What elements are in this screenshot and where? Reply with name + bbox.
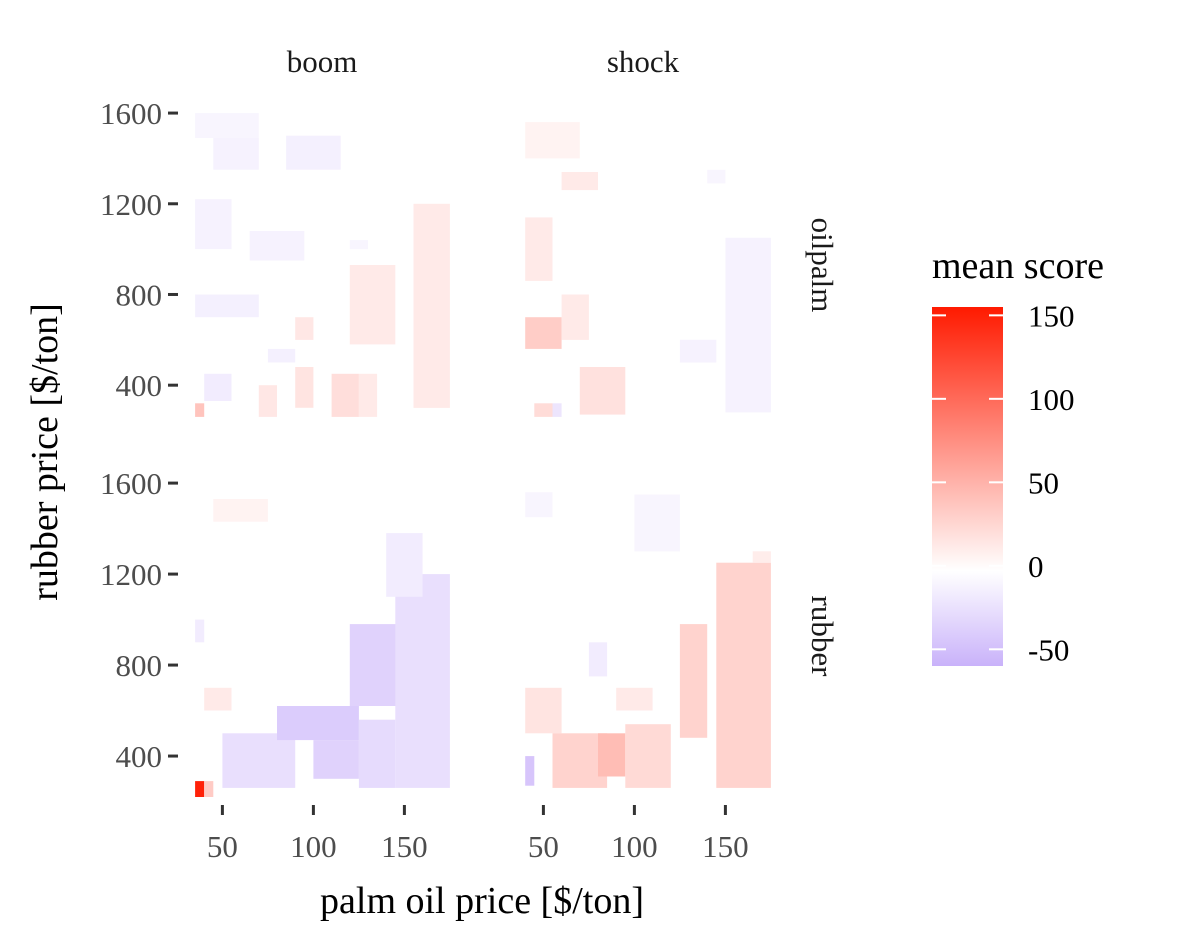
heatmap-cell	[195, 403, 205, 417]
y-tick-label: 1200	[100, 187, 162, 222]
heatmap-cell	[277, 706, 359, 741]
heatmap-cell	[204, 687, 232, 711]
heatmap-cell	[561, 294, 589, 340]
heatmap-cell	[358, 719, 396, 788]
heatmap-cell	[331, 373, 359, 417]
heatmap-cell	[752, 551, 771, 563]
y-tick-label: 400	[116, 368, 163, 403]
heatmap-cell	[525, 317, 562, 349]
heatmap-cell	[249, 231, 305, 261]
strip-label-shock: shock	[607, 44, 680, 79]
heatmap-cell	[707, 169, 726, 184]
heatmap-cell	[213, 499, 268, 522]
y-tick-label: 800	[116, 277, 163, 312]
heatmap-cell	[716, 562, 771, 788]
x-axis-title: palm oil price [$/ton]	[320, 880, 644, 922]
y-tick-label: 1600	[100, 466, 162, 501]
legend-break-label: 50	[1028, 465, 1059, 500]
heatmap-cell	[258, 385, 277, 417]
heatmap-cell	[313, 740, 359, 779]
heatmap-cell	[525, 492, 553, 518]
x-tick-label: 150	[381, 829, 428, 864]
heatmap-cell	[213, 138, 259, 170]
heatmap-cell	[195, 619, 205, 643]
heatmap-cell	[588, 642, 608, 677]
heatmap-cell	[386, 533, 423, 597]
strip-label-rubber: rubber	[805, 596, 840, 678]
y-tick-label: 1200	[100, 557, 162, 592]
heatmap-cell	[295, 367, 314, 408]
x-tick-label: 100	[611, 829, 658, 864]
heatmap-cell	[349, 240, 368, 250]
heatmap-cell	[525, 122, 580, 159]
legend-title: mean score	[932, 245, 1104, 287]
legend-break-label: 150	[1028, 298, 1075, 333]
heatmap-cell	[525, 217, 553, 281]
heatmap-cell	[195, 781, 205, 797]
heatmap-cell	[267, 348, 296, 363]
heatmap-cell	[204, 373, 232, 401]
heatmap-cell	[598, 733, 626, 777]
panel-boom-rubber	[195, 499, 450, 797]
legend-break-label: 0	[1028, 549, 1044, 584]
heatmap-cell	[561, 172, 598, 191]
legend-break-label: 100	[1028, 382, 1075, 417]
heatmap-cell	[413, 203, 450, 408]
legend-break-label: -50	[1028, 632, 1069, 667]
y-tick-label: 800	[116, 648, 163, 683]
y-tick-label: 400	[116, 739, 163, 774]
heatmap-cell	[295, 317, 314, 340]
heatmap-cell	[552, 403, 562, 417]
heatmap-cell	[195, 199, 232, 250]
y-tick-label: 1600	[100, 96, 162, 131]
heatmap-cell	[534, 403, 553, 417]
heatmap-cell	[616, 687, 653, 711]
legend-colorbar	[932, 307, 1003, 666]
strip-label-boom: boom	[287, 44, 358, 79]
heatmap-cell	[195, 113, 259, 138]
x-tick-label: 100	[290, 829, 337, 864]
heatmap-cell	[395, 574, 450, 788]
heatmap-cell	[525, 756, 535, 786]
legend-ticks: 150 100 50 0 -50	[932, 298, 1075, 667]
panel-boom-oilpalm	[195, 113, 450, 417]
heatmap-cell	[358, 373, 378, 417]
heatmap-cell	[625, 724, 671, 788]
axes: 400 800 1200 1600 400 800 1200 1600 50 100 150 50 10…	[100, 96, 749, 864]
panel-shock-rubber	[525, 492, 771, 788]
heatmap-cell	[634, 494, 680, 552]
y-axis-title: rubber price [$/ton]	[24, 303, 66, 601]
x-tick-label: 150	[702, 829, 749, 864]
x-tick-label: 50	[528, 829, 559, 864]
heatmap-cell	[349, 265, 396, 345]
heatmap-cell	[286, 135, 341, 170]
heatmap-cell	[725, 237, 771, 413]
heatmap-cell	[579, 367, 626, 415]
heatmap-cell	[679, 624, 708, 738]
heatmap-cell	[195, 294, 259, 318]
heatmap-cell	[525, 687, 562, 734]
heatmap-cell	[222, 733, 296, 788]
heatmap-cell	[679, 339, 717, 363]
strip-label-oilpalm: oilpalm	[805, 218, 840, 313]
heatmap-cell	[204, 781, 214, 797]
panel-shock-oilpalm	[525, 122, 771, 417]
x-tick-label: 50	[207, 829, 238, 864]
